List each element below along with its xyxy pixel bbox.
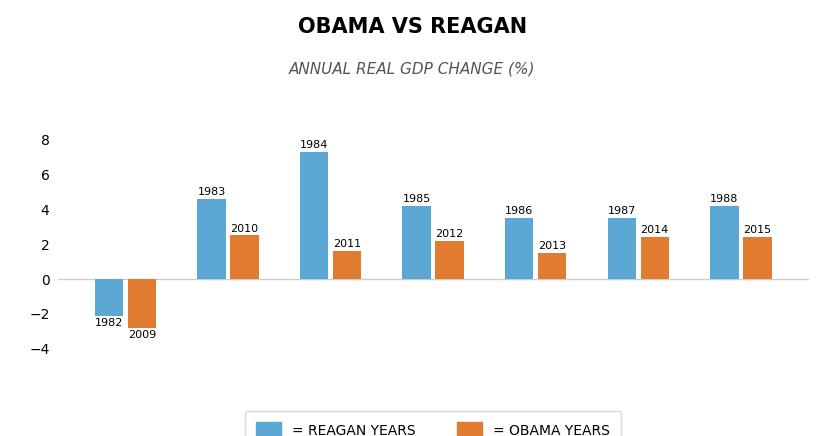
Text: 2011: 2011	[333, 239, 361, 249]
Bar	[230, 235, 259, 279]
Text: 1985: 1985	[403, 194, 431, 204]
Legend: = REAGAN YEARS, = OBAMA YEARS: = REAGAN YEARS, = OBAMA YEARS	[245, 411, 621, 436]
Bar	[640, 237, 669, 279]
Text: 2013: 2013	[538, 241, 566, 251]
Bar	[607, 218, 636, 279]
Text: 1982: 1982	[95, 318, 123, 328]
Bar	[743, 237, 771, 279]
Text: 2012: 2012	[436, 229, 464, 239]
Text: 1983: 1983	[197, 187, 226, 197]
Bar	[505, 218, 534, 279]
Text: 2009: 2009	[128, 330, 156, 341]
Text: OBAMA VS REAGAN: OBAMA VS REAGAN	[298, 17, 527, 37]
Bar	[332, 251, 361, 279]
Bar	[128, 279, 156, 328]
Bar	[95, 279, 123, 316]
Bar	[436, 241, 464, 279]
Text: 2015: 2015	[743, 225, 771, 235]
Text: 1988: 1988	[710, 194, 738, 204]
Bar	[538, 253, 567, 279]
Bar	[197, 199, 226, 279]
Text: 2010: 2010	[230, 224, 258, 234]
Text: ANNUAL REAL GDP CHANGE (%): ANNUAL REAL GDP CHANGE (%)	[290, 61, 535, 76]
Text: 1986: 1986	[505, 206, 533, 216]
Text: 1984: 1984	[300, 140, 328, 150]
Text: 1987: 1987	[607, 206, 636, 216]
Text: 2014: 2014	[640, 225, 669, 235]
Bar	[710, 206, 738, 279]
Bar	[403, 206, 431, 279]
Bar	[299, 152, 328, 279]
